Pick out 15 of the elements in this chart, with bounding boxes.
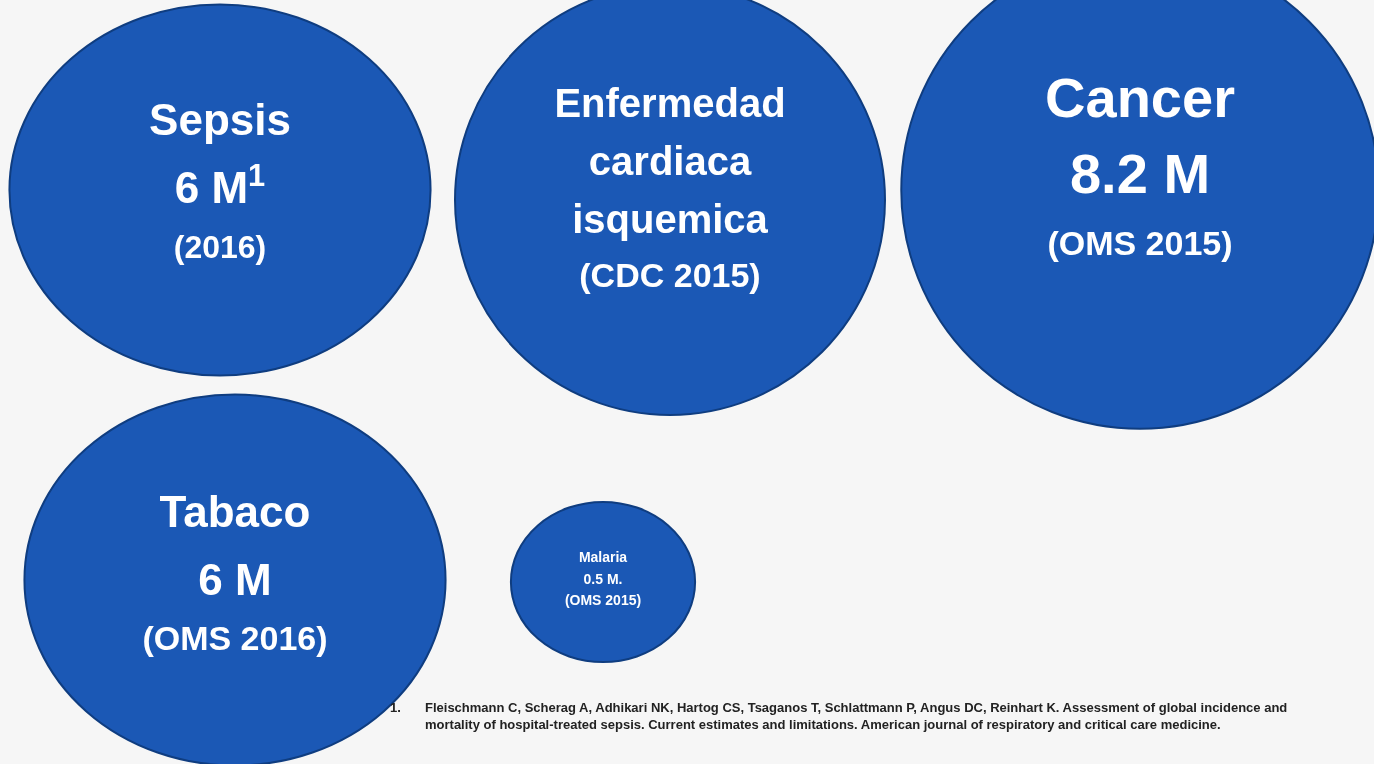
category-label: Cancer xyxy=(1045,66,1235,129)
category-label: Enfermedad cardiaca isquemica xyxy=(554,81,786,241)
data-label: 0.5 M. xyxy=(583,571,623,587)
data-label: 6 M xyxy=(198,555,272,604)
data-label: 8.2 M xyxy=(1069,142,1211,205)
category-label: Tabaco xyxy=(159,487,311,536)
category-label: Malaria xyxy=(578,549,628,565)
text: 1. Fleischmann C, Scherag A, Adhikari NK, Hartog CS, Tsaganos T, Schlattmann P, Angus DC, Reinhart K. Assessment of global incidence and mortality of hospital-treated sepsis. Current estimates and limitations. American journal of respiratory and critical care medicine. xyxy=(390,700,1288,732)
text: (2016) xyxy=(173,229,267,265)
category-label: Sepsis xyxy=(149,95,291,144)
text: (OMS 2016) xyxy=(142,619,328,657)
text: (OMS 2015) xyxy=(564,592,642,608)
text: (CDC 2015) xyxy=(579,256,761,294)
data-label: 6 M$^{1}$ xyxy=(174,157,266,212)
text: (OMS 2015) xyxy=(1047,224,1233,262)
